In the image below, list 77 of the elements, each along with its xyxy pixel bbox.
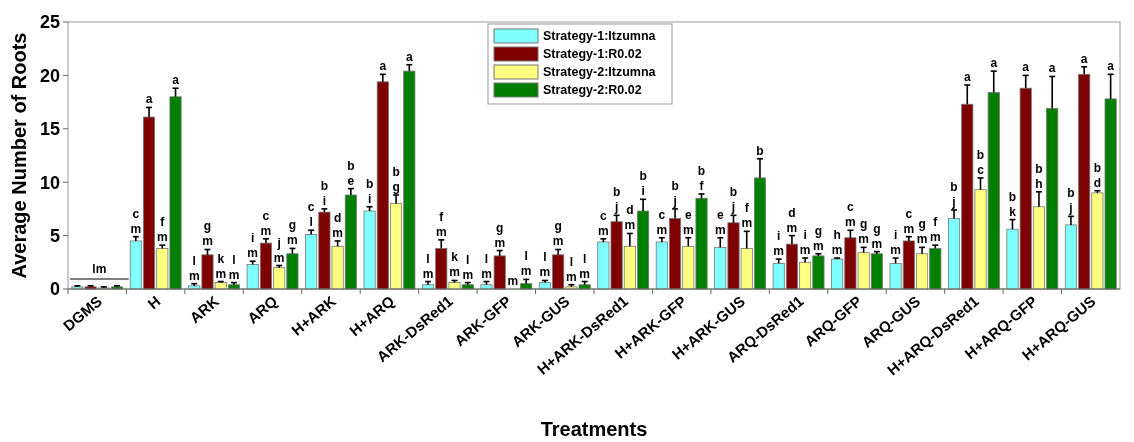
x-tick-label: H <box>144 292 164 313</box>
data-label: c m <box>130 206 142 236</box>
x-axis-title: Treatments <box>540 418 648 440</box>
data-label: a <box>990 56 998 71</box>
legend-label: Strategy-1:Itzumna <box>543 29 657 44</box>
data-label: l m <box>539 250 551 280</box>
data-label: e m <box>714 207 726 237</box>
y-tick-label: 15 <box>39 119 60 140</box>
y-axis-title: Average Number of Roots <box>8 32 30 279</box>
data-label: b j <box>950 179 958 209</box>
data-label: m <box>507 274 519 288</box>
data-label: b <box>756 143 764 158</box>
legend-label: Strategy-2:Itzumna <box>543 65 657 80</box>
data-label: a <box>172 73 180 88</box>
data-label: a <box>1107 59 1115 74</box>
data-label: f m <box>156 215 168 245</box>
data-label: b k <box>1008 189 1017 219</box>
data-label: b i <box>639 169 647 199</box>
data-label: a <box>963 70 971 85</box>
data-label: f m <box>929 215 941 245</box>
data-label: b e <box>347 158 355 188</box>
data-label: a <box>379 59 387 74</box>
data-label: i m <box>890 228 901 258</box>
y-tick-label: 25 <box>39 12 60 33</box>
y-tick-label: 5 <box>49 225 60 246</box>
data-label: g m <box>871 221 883 251</box>
annotation: lm <box>92 262 107 276</box>
data-label: b i <box>365 176 374 206</box>
data-label: l m <box>520 249 532 279</box>
legend-label: Strategy-2:R0.02 <box>543 83 642 98</box>
data-label: a <box>1080 51 1088 66</box>
data-label: k m <box>449 250 460 280</box>
legend-label: Strategy-1:R0.02 <box>543 47 642 62</box>
data-label: l m <box>188 253 200 283</box>
data-label: b j <box>1067 186 1075 216</box>
data-label: d m <box>624 203 636 233</box>
data-label: c l <box>307 200 315 230</box>
data-label: g m <box>858 217 869 247</box>
data-label: i m <box>247 231 259 261</box>
data-label: l m <box>481 251 492 281</box>
data-label: l m <box>579 251 590 281</box>
data-label: l m <box>422 251 434 281</box>
data-label: g m <box>813 223 824 253</box>
data-label: e m <box>682 207 694 237</box>
y-tick-label: 0 <box>49 279 60 300</box>
data-label: g m <box>916 217 928 247</box>
data-label: b i <box>320 178 329 208</box>
data-label: d m <box>332 210 343 240</box>
data-label: c m <box>656 207 668 237</box>
data-label: c m <box>903 206 915 236</box>
data-label: b f <box>697 163 706 193</box>
data-label: b d <box>1093 160 1102 190</box>
data-label: d m <box>786 205 798 235</box>
data-label: l m <box>462 252 474 282</box>
data-label: h m <box>831 228 843 258</box>
data-label: f m <box>435 209 447 239</box>
data-label: l m <box>566 254 577 284</box>
data-label: b c <box>976 147 985 177</box>
data-label: j m <box>273 235 285 265</box>
data-label: i m <box>799 228 811 258</box>
data-label: a <box>1048 61 1056 76</box>
data-label: f m <box>741 201 753 231</box>
data-label: b h <box>1035 161 1043 191</box>
data-label: k m <box>215 251 227 281</box>
data-label: b j <box>612 185 621 215</box>
data-label: c m <box>260 208 272 238</box>
data-label: i m <box>773 229 785 259</box>
data-label: a <box>1022 60 1030 75</box>
data-label: b j <box>729 185 738 215</box>
data-label: l m <box>228 252 240 282</box>
data-label: c m <box>598 208 609 238</box>
data-label: g m <box>202 219 213 249</box>
data-label: a <box>145 92 153 107</box>
y-tick-label: 20 <box>39 65 60 86</box>
data-label: a <box>405 49 413 64</box>
y-tick-label: 10 <box>39 172 60 193</box>
data-label: b g <box>392 165 400 195</box>
